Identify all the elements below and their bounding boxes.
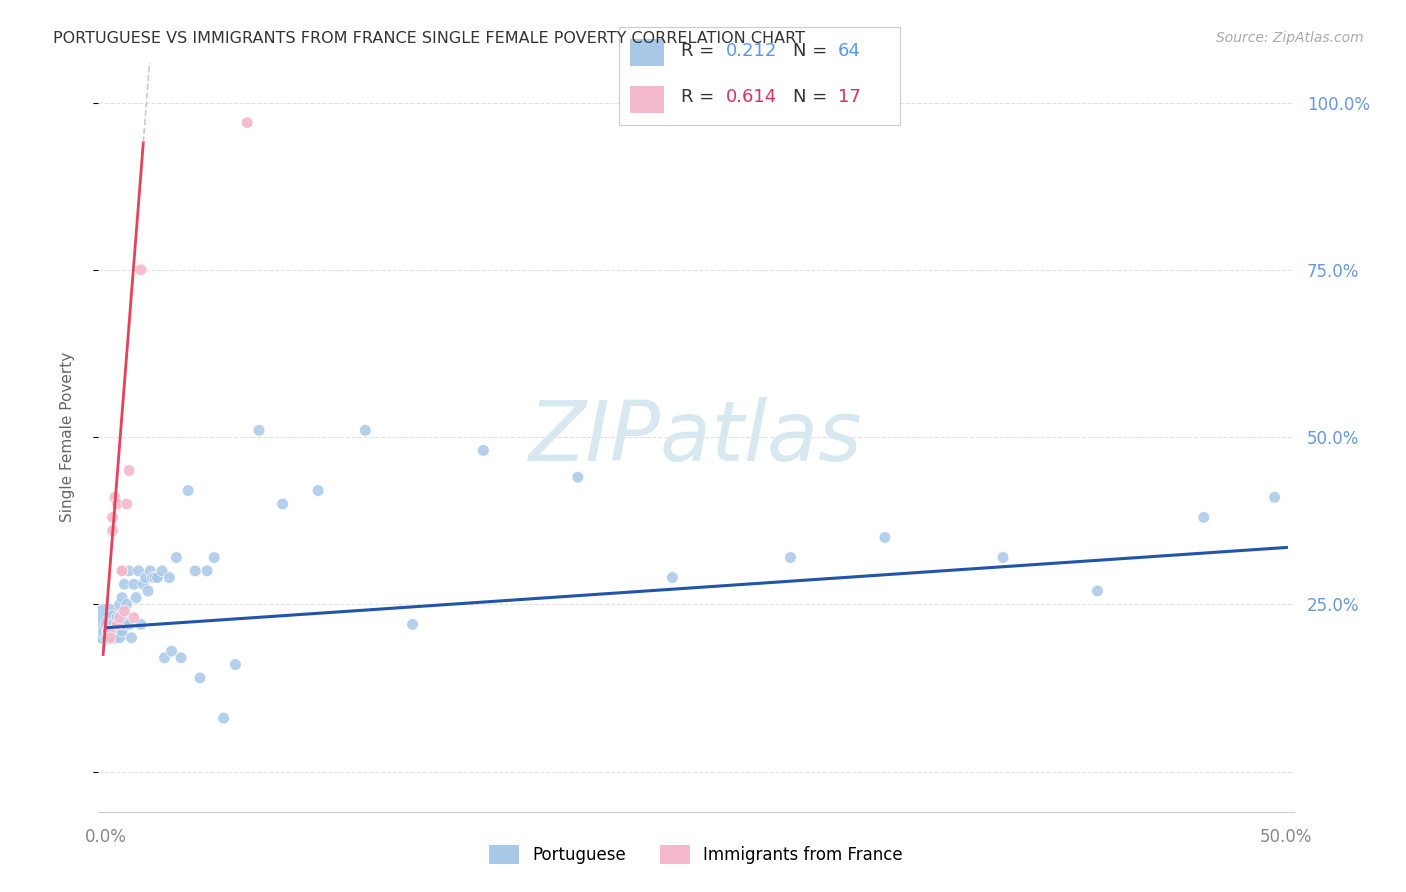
Point	[104, 631, 127, 645]
Y-axis label: Single Female Poverty: Single Female Poverty	[60, 352, 75, 522]
Point	[97, 624, 120, 639]
Point	[236, 116, 259, 130]
Point	[98, 624, 121, 639]
Point	[143, 571, 166, 585]
Point	[224, 657, 246, 672]
Point	[991, 550, 1014, 565]
Point	[108, 598, 131, 612]
Point	[101, 624, 124, 639]
Text: R =: R =	[681, 42, 720, 61]
Point	[97, 617, 120, 632]
Point	[125, 591, 148, 605]
Text: N =: N =	[793, 42, 832, 61]
Point	[202, 550, 225, 565]
Point	[118, 564, 141, 578]
Point	[122, 611, 145, 625]
Point	[104, 617, 127, 632]
Point	[195, 564, 218, 578]
Point	[111, 624, 134, 639]
Text: 0.212: 0.212	[725, 42, 778, 61]
Point	[247, 424, 270, 438]
Point	[1192, 510, 1215, 524]
Point	[97, 624, 120, 639]
Legend: Portuguese, Immigrants from France: Portuguese, Immigrants from France	[482, 838, 910, 871]
Text: ZIPatlas: ZIPatlas	[529, 397, 863, 477]
Point	[104, 624, 127, 639]
Point	[177, 483, 200, 498]
Point	[184, 564, 207, 578]
Point	[112, 604, 135, 618]
Point	[101, 524, 124, 538]
Point	[1264, 491, 1286, 505]
Point	[1087, 583, 1109, 598]
Point	[101, 510, 124, 524]
Point	[354, 424, 377, 438]
Point	[142, 571, 165, 585]
Text: 0.614: 0.614	[725, 88, 776, 106]
Text: PORTUGUESE VS IMMIGRANTS FROM FRANCE SINGLE FEMALE POVERTY CORRELATION CHART: PORTUGUESE VS IMMIGRANTS FROM FRANCE SIN…	[53, 31, 806, 46]
Point	[139, 564, 162, 578]
Point	[132, 577, 155, 591]
Point	[307, 483, 329, 498]
Text: Source: ZipAtlas.com: Source: ZipAtlas.com	[1216, 31, 1364, 45]
Point	[111, 564, 134, 578]
Point	[105, 617, 128, 632]
Text: 17: 17	[838, 88, 860, 106]
Point	[111, 564, 134, 578]
Point	[472, 443, 495, 458]
Point	[108, 611, 131, 625]
Point	[105, 611, 128, 625]
Point	[135, 571, 157, 585]
Text: R =: R =	[681, 88, 720, 106]
Point	[112, 577, 135, 591]
Point	[98, 631, 121, 645]
Point	[170, 651, 193, 665]
Text: 64: 64	[838, 42, 860, 61]
Point	[104, 491, 127, 505]
Point	[165, 550, 187, 565]
Point	[153, 651, 176, 665]
Point	[101, 611, 124, 625]
Point	[105, 497, 128, 511]
Point	[108, 631, 131, 645]
Point	[111, 591, 134, 605]
Point	[661, 571, 683, 585]
Point	[212, 711, 235, 725]
FancyBboxPatch shape	[630, 86, 664, 113]
Point	[188, 671, 211, 685]
Point	[121, 631, 143, 645]
Point	[128, 564, 150, 578]
Point	[118, 464, 141, 478]
Point	[97, 631, 120, 645]
Point	[401, 617, 423, 632]
Point	[111, 617, 134, 632]
Point	[136, 583, 159, 598]
Point	[118, 617, 141, 632]
Point	[122, 577, 145, 591]
Point	[129, 263, 152, 277]
Point	[160, 644, 183, 658]
Point	[101, 617, 124, 632]
Point	[271, 497, 294, 511]
Point	[779, 550, 801, 565]
Point	[115, 598, 138, 612]
Point	[105, 617, 128, 632]
Point	[98, 617, 121, 632]
Point	[146, 571, 169, 585]
Point	[150, 564, 173, 578]
Point	[157, 571, 180, 585]
Point	[105, 624, 128, 639]
Point	[873, 530, 896, 544]
Point	[129, 617, 152, 632]
Point	[98, 624, 121, 639]
Point	[112, 617, 135, 632]
Text: N =: N =	[793, 88, 832, 106]
Point	[567, 470, 589, 484]
Point	[115, 497, 138, 511]
FancyBboxPatch shape	[630, 38, 664, 66]
Point	[98, 631, 121, 645]
